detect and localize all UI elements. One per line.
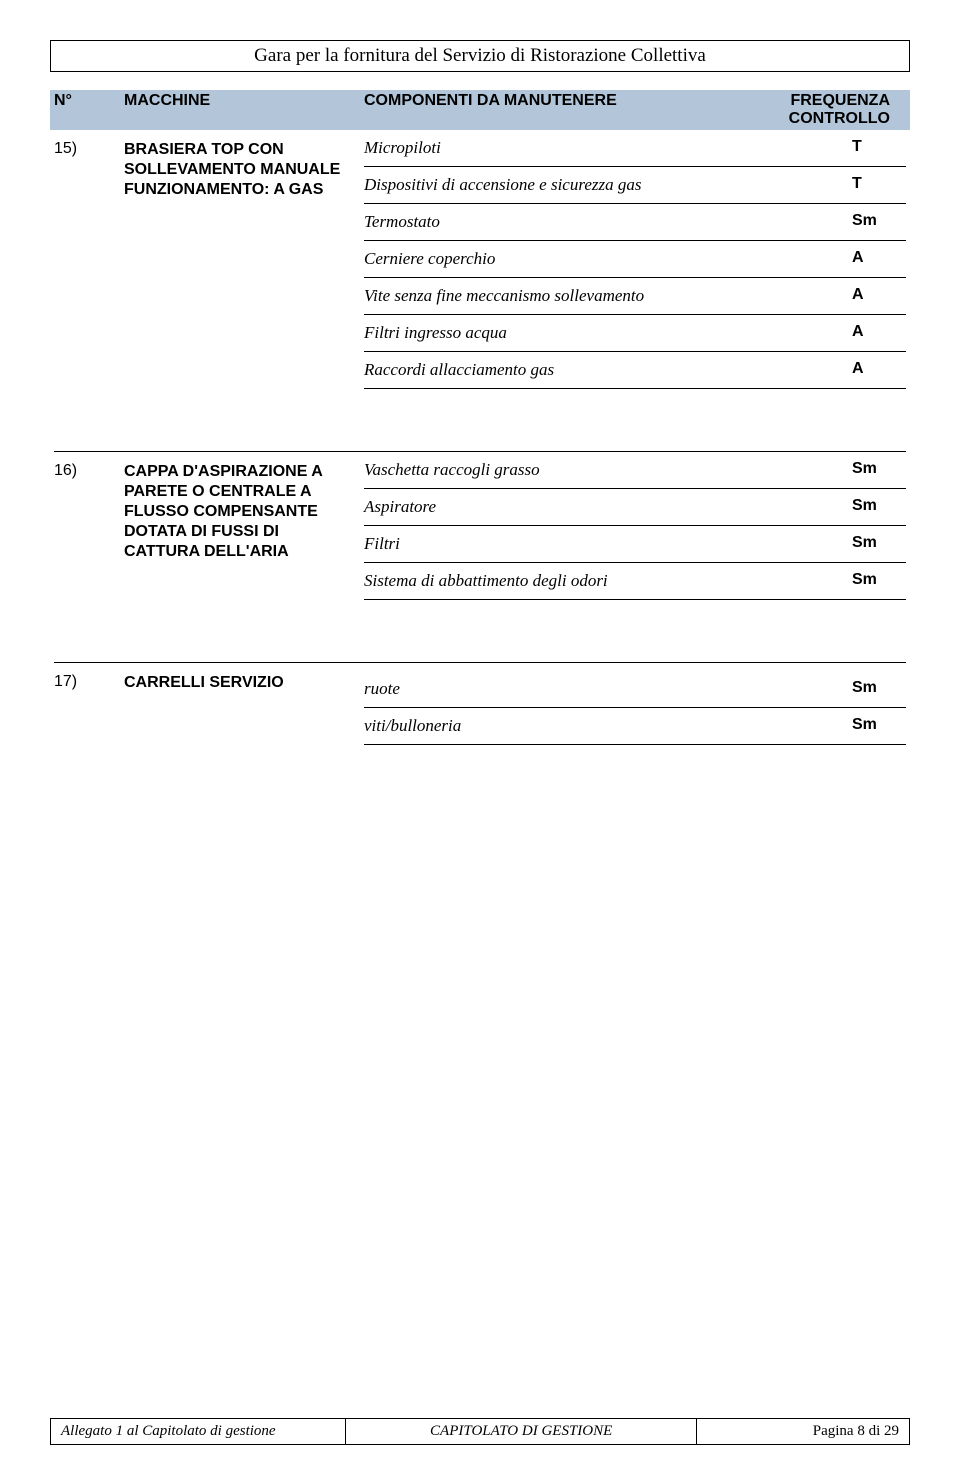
section-number: 16): [54, 460, 124, 600]
table-row: TermostatoSm: [364, 204, 906, 241]
frequency-label: T: [844, 175, 904, 195]
component-label: Filtri: [364, 534, 844, 554]
table-row: FiltriSm: [364, 526, 906, 563]
table-header: N° MACCHINE COMPONENTI DA MANUTENERE FRE…: [50, 90, 910, 130]
component-label: Vaschetta raccogli grasso: [364, 460, 844, 480]
footer-left: Allegato 1 al Capitolato di gestione: [51, 1419, 346, 1444]
table-row: Vaschetta raccogli grassoSm: [364, 460, 906, 489]
component-label: Cerniere coperchio: [364, 249, 844, 269]
frequency-label: Sm: [844, 716, 904, 736]
rows-container: ruoteSmviti/bulloneriaSm: [364, 671, 906, 745]
frequency-label: A: [844, 323, 904, 343]
machine-name: CAPPA D'ASPIRAZIONE A PARETE O CENTRALE …: [124, 460, 364, 600]
frequency-label: Sm: [844, 534, 904, 554]
component-label: Raccordi allacciamento gas: [364, 360, 844, 380]
page-footer: Allegato 1 al Capitolato di gestione CAP…: [50, 1418, 910, 1445]
section-number: 15): [54, 138, 124, 389]
component-label: Vite senza fine meccanismo sollevamento: [364, 286, 844, 306]
table-row: Vite senza fine meccanismo sollevamentoA: [364, 278, 906, 315]
page-title-box: Gara per la fornitura del Servizio di Ri…: [50, 40, 910, 72]
component-label: ruote: [364, 679, 844, 699]
frequency-label: T: [844, 138, 904, 158]
component-label: Sistema di abbattimento degli odori: [364, 571, 844, 591]
component-label: Termostato: [364, 212, 844, 232]
component-label: viti/bulloneria: [364, 716, 844, 736]
table-row: Filtri ingresso acquaA: [364, 315, 906, 352]
frequency-label: A: [844, 360, 904, 380]
header-frequency: FREQUENZA CONTROLLO: [744, 92, 906, 128]
frequency-label: Sm: [844, 460, 904, 480]
footer-mid: CAPITOLATO DI GESTIONE: [346, 1419, 696, 1444]
component-label: Micropiloti: [364, 138, 844, 158]
table-row: Dispositivi di accensione e sicurezza ga…: [364, 167, 906, 204]
table-row: MicropilotiT: [364, 138, 906, 167]
section: 17)CARRELLI SERVIZIOruoteSmviti/bulloner…: [50, 663, 910, 745]
header-components: COMPONENTI DA MANUTENERE: [364, 92, 744, 128]
component-label: Aspiratore: [364, 497, 844, 517]
rows-container: Vaschetta raccogli grassoSmAspiratoreSmF…: [364, 460, 906, 600]
rows-container: MicropilotiTDispositivi di accensione e …: [364, 138, 906, 389]
frequency-label: Sm: [844, 497, 904, 517]
frequency-label: A: [844, 249, 904, 269]
table-row: Cerniere coperchioA: [364, 241, 906, 278]
page-title: Gara per la fornitura del Servizio di Ri…: [59, 45, 901, 67]
section-number: 17): [54, 671, 124, 745]
sections-container: 15)BRASIERA TOP CON SOLLEVAMENTO MANUALE…: [50, 130, 910, 745]
table-row: Raccordi allacciamento gasA: [364, 352, 906, 389]
frequency-label: Sm: [844, 212, 904, 232]
table-row: AspiratoreSm: [364, 489, 906, 526]
component-label: Filtri ingresso acqua: [364, 323, 844, 343]
section: 15)BRASIERA TOP CON SOLLEVAMENTO MANUALE…: [50, 130, 910, 389]
table-row: viti/bulloneriaSm: [364, 708, 906, 745]
footer-right: Pagina 8 di 29: [697, 1419, 909, 1444]
frequency-label: A: [844, 286, 904, 306]
component-label: Dispositivi di accensione e sicurezza ga…: [364, 175, 844, 195]
table-row: Sistema di abbattimento degli odoriSm: [364, 563, 906, 600]
header-n: N°: [54, 92, 124, 128]
machine-name: CARRELLI SERVIZIO: [124, 671, 364, 745]
frequency-label: Sm: [844, 679, 904, 699]
frequency-label: Sm: [844, 571, 904, 591]
header-machine: MACCHINE: [124, 92, 364, 128]
table-row: ruoteSm: [364, 671, 906, 708]
machine-name: BRASIERA TOP CON SOLLEVAMENTO MANUALE FU…: [124, 138, 364, 389]
section: 16)CAPPA D'ASPIRAZIONE A PARETE O CENTRA…: [50, 452, 910, 600]
